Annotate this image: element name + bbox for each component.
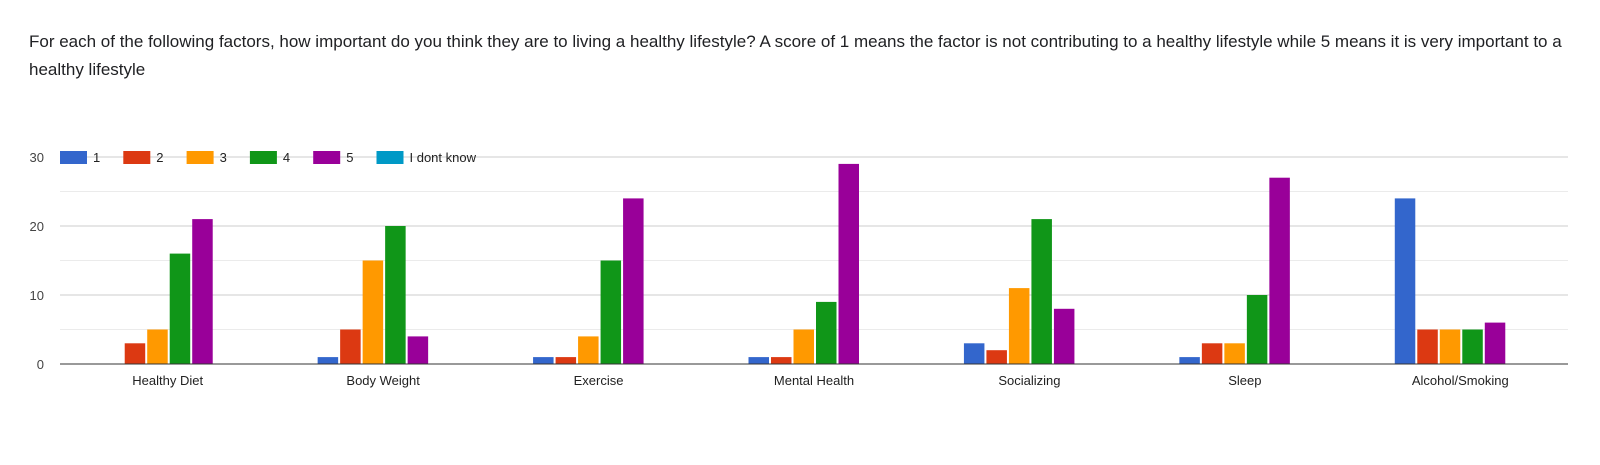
legend: 1 2 3 4 5 I dont know <box>60 150 477 165</box>
legend-swatch <box>186 151 214 164</box>
bar-healthy-diet-series-5 <box>192 219 213 364</box>
legend-swatch <box>123 151 151 164</box>
bar-sleep-series-1 <box>1179 357 1200 364</box>
bar-sleep-series-5 <box>1269 177 1290 364</box>
bar-socializing-series-2 <box>986 350 1007 364</box>
legend-swatch <box>60 151 87 164</box>
x-tick-label: Body Weight <box>346 373 420 388</box>
bar-socializing-series-3 <box>1008 288 1030 364</box>
bar-exercise-series-3 <box>578 336 599 364</box>
y-tick-label: 30 <box>30 150 44 165</box>
bar-sleep-series-3 <box>1224 343 1245 364</box>
y-tick-label: 10 <box>30 288 44 303</box>
legend-label: 2 <box>156 150 163 165</box>
legend-swatch <box>249 151 277 164</box>
bar-alcohol-smoking-series-5 <box>1484 322 1506 364</box>
y-axis-ticks: 0 10 20 30 <box>30 150 44 372</box>
bar-alcohol-smoking-series-4 <box>1462 329 1483 364</box>
x-tick-label: Mental Health <box>774 373 854 388</box>
bar-mental-health-series-4 <box>816 301 837 364</box>
legend-label: 5 <box>346 150 353 165</box>
bar-mental-health-series-5 <box>838 163 859 364</box>
x-tick-label: Socializing <box>998 373 1060 388</box>
legend-label: 4 <box>283 150 290 165</box>
bar-healthy-diet-series-2 <box>124 343 146 364</box>
bar-sleep-series-2 <box>1201 343 1223 364</box>
y-tick-label: 0 <box>37 357 44 372</box>
bar-body-weight-series-1 <box>317 357 339 364</box>
bar-exercise-series-1 <box>533 357 554 364</box>
x-axis-labels: Healthy Diet Body Weight Exercise Mental He… <box>132 373 1508 388</box>
bar-mental-health-series-2 <box>771 357 792 364</box>
legend-label: 1 <box>93 150 100 165</box>
question-title: For each of the following factors, how i… <box>29 32 1562 79</box>
bar-body-weight-series-5 <box>407 336 429 364</box>
bar-mental-health-series-3 <box>793 329 814 364</box>
bar-alcohol-smoking-series-1 <box>1394 198 1416 364</box>
bar-mental-health-series-1 <box>748 357 769 364</box>
x-tick-label: Healthy Diet <box>132 373 203 388</box>
bar-socializing-series-4 <box>1031 219 1052 364</box>
bar-sleep-series-4 <box>1246 295 1268 364</box>
bar-alcohol-smoking-series-3 <box>1439 329 1461 364</box>
x-tick-label: Sleep <box>1228 373 1261 388</box>
bar-exercise-series-2 <box>555 357 577 364</box>
bar-healthy-diet-series-3 <box>147 329 168 364</box>
bar-healthy-diet-series-4 <box>169 253 191 364</box>
bar-alcohol-smoking-series-2 <box>1417 329 1438 364</box>
bar-body-weight-series-4 <box>385 226 406 364</box>
bars <box>124 163 1506 364</box>
bar-body-weight-series-2 <box>340 329 361 364</box>
x-tick-label: Exercise <box>574 373 624 388</box>
bar-body-weight-series-3 <box>362 260 384 364</box>
legend-label: I dont know <box>410 150 477 165</box>
legend-swatch <box>313 151 341 164</box>
legend-label: 3 <box>220 150 227 165</box>
x-tick-label: Alcohol/Smoking <box>1412 373 1509 388</box>
bar-exercise-series-4 <box>600 260 622 364</box>
legend-swatch <box>376 151 404 164</box>
bar-exercise-series-5 <box>623 198 644 364</box>
y-tick-label: 20 <box>30 219 44 234</box>
bar-socializing-series-5 <box>1053 308 1075 364</box>
gridlines <box>60 156 1568 330</box>
bar-socializing-series-1 <box>963 343 985 364</box>
